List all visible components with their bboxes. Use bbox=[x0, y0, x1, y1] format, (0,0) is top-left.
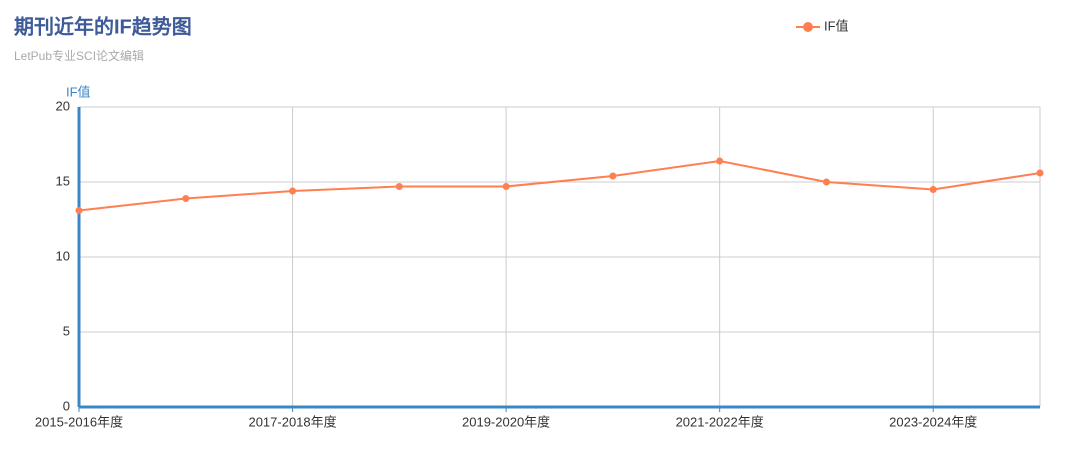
point bbox=[1036, 169, 1044, 177]
point bbox=[716, 157, 724, 165]
y-axis-label: IF值 bbox=[66, 84, 91, 99]
point bbox=[182, 195, 190, 202]
point bbox=[75, 207, 83, 214]
point bbox=[395, 183, 403, 190]
x-tick-label: 2023-2024年度 bbox=[889, 414, 977, 429]
chart-title: 期刊近年的IF趋势图 bbox=[14, 14, 192, 38]
point bbox=[502, 183, 510, 190]
x-tick-label: 2015-2016年度 bbox=[35, 414, 123, 429]
y-tick-label: 10 bbox=[56, 248, 70, 263]
legend-label: IF值 bbox=[824, 18, 849, 33]
y-tick-label: 20 bbox=[56, 98, 70, 113]
point bbox=[289, 187, 297, 195]
y-tick-label: 5 bbox=[63, 323, 70, 338]
y-tick-label: 0 bbox=[63, 398, 70, 413]
line bbox=[78, 159, 1041, 212]
x-tick-label: 2017-2018年度 bbox=[248, 414, 336, 429]
x-tick-label: 2019-2020年度 bbox=[462, 414, 550, 429]
legend-marker bbox=[803, 22, 813, 32]
chart-subtitle: LetPub专业SCI论文编辑 bbox=[14, 48, 144, 63]
x-tick-label: 2021-2022年度 bbox=[676, 414, 764, 429]
point bbox=[609, 172, 617, 180]
y-tick-label: 15 bbox=[56, 173, 70, 188]
point bbox=[929, 186, 937, 193]
point bbox=[822, 178, 830, 186]
